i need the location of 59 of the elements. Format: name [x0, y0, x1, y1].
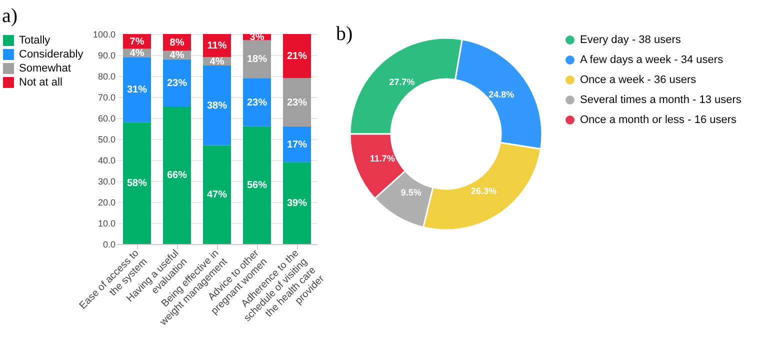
bar [123, 122, 151, 244]
y-tick-label: 40.0 [98, 156, 116, 166]
data-label: 58% [126, 178, 148, 190]
data-label: 11% [207, 40, 227, 52]
data-label: 21% [286, 51, 308, 62]
bar [243, 40, 271, 78]
bar [283, 78, 311, 126]
data-label: 23% [286, 97, 308, 108]
data-label: 4% [130, 48, 144, 59]
data-label: 27.7% [389, 76, 415, 87]
legend-label: Several times a month - 13 users [580, 94, 742, 106]
legend-label: Considerably [19, 48, 84, 60]
y-tick-label: 50.0 [98, 134, 116, 144]
legend-label: A few days a week - 34 users [580, 54, 724, 66]
data-label: 4% [210, 56, 224, 68]
chart-title: b) [336, 23, 353, 45]
bar [243, 126, 271, 244]
y-tick-label: 70.0 [98, 92, 116, 102]
y-tick-label: 80.0 [98, 72, 116, 82]
y-tick-label: 20.0 [98, 198, 116, 208]
data-label: 18% [246, 54, 268, 66]
data-label: 7% [130, 36, 144, 48]
bar [163, 59, 191, 106]
legend-label: Every day - 38 users [580, 34, 682, 46]
bar [123, 57, 151, 122]
data-label: 38% [206, 100, 228, 112]
data-label: 17% [286, 139, 308, 150]
data-label: 11.7% [370, 154, 395, 164]
data-label: 47% [206, 190, 228, 201]
chart-title: a) [2, 5, 18, 27]
data-label: 31% [126, 84, 148, 96]
data-label: 56% [246, 180, 268, 192]
data-label: 8% [170, 37, 184, 48]
bar [203, 145, 231, 244]
data-label: 66% [166, 170, 188, 182]
data-label: 39% [286, 198, 308, 210]
legend-label: Somewhat [19, 62, 71, 74]
y-tick-label: 100.0 [92, 30, 116, 40]
bar [283, 34, 311, 78]
bar [203, 66, 231, 146]
legend-label: Once a month or less - 16 users [580, 114, 738, 126]
bar [283, 126, 311, 162]
data-label: 24.8% [488, 89, 514, 100]
y-tick-label: 10.0 [98, 218, 116, 228]
legend-label: Once a week - 36 users [580, 74, 697, 86]
bar [243, 78, 271, 126]
data-label: 23% [246, 97, 268, 108]
data-label: 23% [166, 78, 188, 89]
y-tick-label: 0.0 [102, 240, 116, 250]
data-label: 26.3% [471, 186, 497, 196]
legend-label: Totally [19, 34, 51, 46]
y-tick-label: 90.0 [98, 50, 116, 60]
bar [163, 106, 191, 244]
data-label: 4% [170, 50, 184, 61]
y-tick-label: 30.0 [98, 176, 116, 186]
legend-label: Not at all [19, 76, 62, 88]
y-tick-label: 60.0 [98, 114, 116, 124]
bar [283, 162, 311, 244]
data-label: 9.5% [400, 188, 422, 198]
